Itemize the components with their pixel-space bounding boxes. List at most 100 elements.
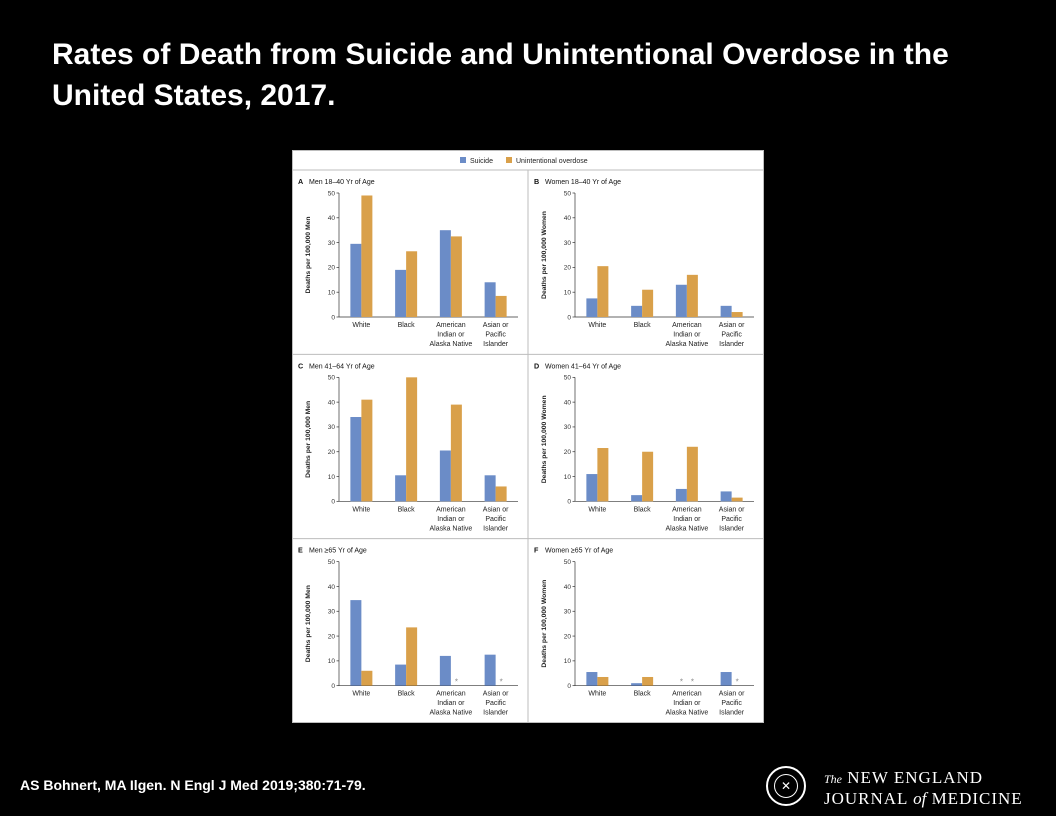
panel-b-y-tick-label: 30 — [564, 240, 572, 247]
panel-b-x-tick-label: White — [588, 322, 606, 329]
panel-b-bar-suicide — [720, 305, 732, 317]
panel-d-y-tick-label: 40 — [564, 399, 572, 406]
panel-a-title: Men 18–40 Yr of Age — [309, 179, 375, 186]
panel-d-bar-overdose — [597, 448, 609, 502]
panel-d-bar-suicide — [631, 495, 643, 502]
panel-f-bar-overdose — [597, 676, 609, 686]
panel-b-y-tick-label: 20 — [564, 265, 572, 272]
panel-f-y-label: Deaths per 100,000 Women — [541, 580, 548, 668]
panel-e-y-tick-label: 20 — [328, 633, 336, 640]
panel-d-y-tick-label: 20 — [564, 449, 572, 456]
panel-a-x-tick-label: Indian or — [437, 332, 465, 339]
panel-a-y-tick-label: 10 — [328, 290, 336, 297]
panel-c-y-tick-label: 30 — [328, 424, 336, 431]
panel-d-y-label: Deaths per 100,000 Women — [541, 395, 548, 483]
panel-b-bar-overdose — [597, 266, 609, 317]
panel-a-y-tick-label: 30 — [328, 240, 336, 247]
panel-e-x-tick-label: Black — [398, 691, 416, 698]
panel-d-y-tick-label: 0 — [567, 499, 571, 506]
panel-a-bar-overdose — [495, 295, 507, 317]
panel-a-x-tick-label: American — [436, 322, 466, 329]
panel-e-bar-suicide — [350, 600, 362, 686]
panel-c-x-tick-label: Black — [398, 506, 416, 513]
panel-a-y-tick-label: 20 — [328, 265, 336, 272]
panel-c-bar-overdose — [450, 404, 462, 502]
panel-f-y-tick-label: 10 — [564, 658, 572, 665]
panel-b-x-tick-label: Indian or — [673, 332, 701, 339]
panel-e-y-tick-label: 0 — [331, 683, 335, 690]
panel-e-suppressed-marker-overdose: * — [455, 678, 458, 687]
panel-f-x-tick-label: Black — [634, 691, 652, 698]
figure-svg: Suicide Unintentional overdose A Men 18–40 … — [292, 150, 764, 723]
panel-d-y-tick-label: 30 — [564, 424, 572, 431]
panel-e-x-tick-label: Pacific — [485, 700, 506, 707]
panel-e-suppressed-marker-overdose: * — [500, 678, 503, 687]
panel-b-bar-suicide — [586, 298, 598, 317]
nejm-wordmark: The NEW ENGLAND JOURNAL of MEDICINE — [824, 768, 1023, 808]
panel-b-x-tick-label: Alaska Native — [665, 341, 708, 348]
panel-c-bar-suicide — [395, 475, 407, 502]
panel-a-y-tick-label: 40 — [328, 215, 336, 222]
panel-d-bar-overdose — [686, 446, 698, 502]
panel-b-title: Women 18–40 Yr of Age — [545, 179, 621, 186]
panel-b-y-tick-label: 10 — [564, 290, 572, 297]
panel-a-y-tick-label: 0 — [331, 314, 335, 321]
panel-d-x-tick-label: Islander — [719, 525, 745, 532]
panel-f-y-tick-label: 50 — [564, 559, 572, 566]
panel-e-x-tick-label: Alaska Native — [429, 710, 472, 717]
panel-e-y-tick-label: 40 — [328, 584, 336, 591]
panel-e-bar-overdose — [361, 670, 373, 686]
panel-a-bar-overdose — [406, 251, 418, 317]
panel-a-bar-suicide — [350, 243, 362, 317]
panel-a-x-tick-label: Black — [398, 322, 416, 329]
panel-f-bar-suicide — [720, 672, 732, 686]
panel-c-x-tick-label: Pacific — [485, 516, 506, 523]
panel-d-x-tick-label: White — [588, 506, 606, 513]
panel-f-x-tick-label: Pacific — [721, 700, 742, 707]
panel-c-x-tick-label: Indian or — [437, 516, 465, 523]
panel-f-x-tick-label: American — [672, 691, 702, 698]
panel-d-x-tick-label: Pacific — [721, 516, 742, 523]
legend-swatch-overdose — [506, 157, 512, 163]
legend-label-overdose: Unintentional overdose — [516, 158, 588, 165]
panel-a-bar-suicide — [395, 269, 407, 317]
panel-f-bar-suicide — [586, 672, 598, 686]
panel-f-suppressed-marker-suicide: * — [680, 678, 683, 687]
panel-c-y-tick-label: 50 — [328, 375, 336, 382]
panel-c-y-tick-label: 10 — [328, 474, 336, 481]
panel-b-bar-suicide — [631, 305, 643, 317]
panel-f-bar-overdose — [642, 676, 654, 686]
panel-d-letter: D — [534, 361, 539, 370]
panel-c-x-tick-label: American — [436, 506, 466, 513]
panel-a-bar-overdose — [361, 195, 373, 317]
panel-a-x-tick-label: White — [352, 322, 370, 329]
panel-e-y-label: Deaths per 100,000 Men — [305, 585, 312, 662]
panel-c-y-label: Deaths per 100,000 Men — [305, 401, 312, 478]
panel-c-bar-overdose — [361, 399, 373, 502]
panel-e-y-tick-label: 10 — [328, 658, 336, 665]
panel-f-x-tick-label: Asian or — [719, 691, 745, 698]
slide-title: Rates of Death from Suicide and Unintent… — [52, 38, 949, 112]
panel-b-y-tick-label: 40 — [564, 215, 572, 222]
panel-a-bar-overdose — [450, 236, 462, 317]
panel-c-letter: C — [298, 361, 303, 370]
panel-d-bar-overdose — [642, 451, 654, 502]
legend-label-suicide: Suicide — [470, 158, 493, 165]
panel-f-y-tick-label: 20 — [564, 633, 572, 640]
panel-c-y-tick-label: 0 — [331, 499, 335, 506]
panel-c-y-tick-label: 20 — [328, 449, 336, 456]
panel-c-bar-overdose — [495, 486, 507, 502]
panel-d-title: Women 41–64 Yr of Age — [545, 363, 621, 370]
panel-f-suppressed-marker-overdose: * — [691, 678, 694, 687]
panel-e-letter: E — [298, 546, 303, 555]
panel-f-x-tick-label: Islander — [719, 710, 745, 717]
panel-f-x-tick-label: White — [588, 691, 606, 698]
panel-a-x-tick-label: Alaska Native — [429, 341, 472, 348]
panel-c-x-tick-label: Islander — [483, 525, 509, 532]
panel-b-x-tick-label: Black — [634, 322, 652, 329]
panel-f-y-tick-label: 30 — [564, 609, 572, 616]
panel-d-x-tick-label: Indian or — [673, 516, 701, 523]
panel-f-x-tick-label: Alaska Native — [665, 710, 708, 717]
citation: AS Bohnert, MA Ilgen. N Engl J Med 2019;… — [20, 777, 366, 793]
panel-b-y-tick-label: 0 — [567, 314, 571, 321]
